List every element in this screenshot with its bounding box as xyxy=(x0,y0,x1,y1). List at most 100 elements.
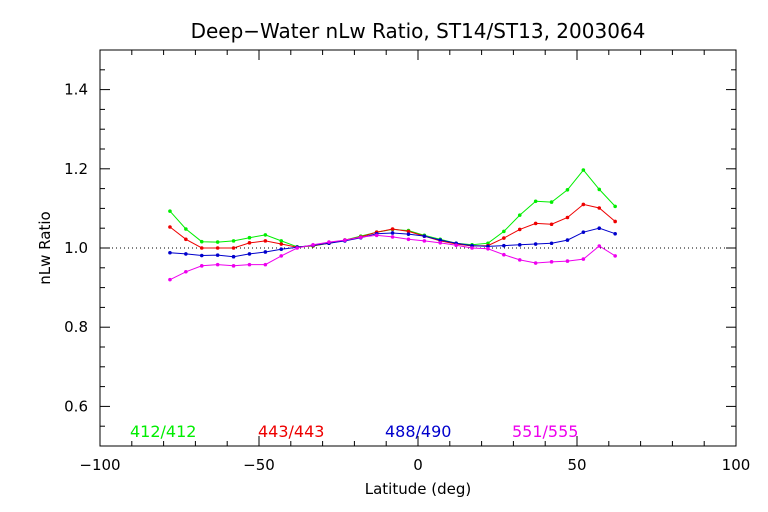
data-point xyxy=(517,243,522,247)
data-point xyxy=(502,229,506,234)
data-point xyxy=(613,219,617,224)
data-point xyxy=(597,206,602,210)
y-tick-label: 1.2 xyxy=(64,160,88,178)
data-point xyxy=(549,260,554,264)
data-point xyxy=(406,229,411,234)
series-line-443-443 xyxy=(169,203,616,249)
data-point xyxy=(263,239,268,243)
legend-entry: 488/490 xyxy=(385,422,451,441)
data-point xyxy=(533,261,538,265)
data-point xyxy=(565,187,570,192)
data-point xyxy=(597,244,602,248)
data-point xyxy=(327,240,331,244)
data-point xyxy=(502,252,506,257)
chart-title: Deep−Water nLw Ratio, ST14/ST13, 2003064 xyxy=(191,19,646,43)
data-point xyxy=(390,227,395,231)
data-point xyxy=(199,264,204,268)
data-point xyxy=(199,246,204,250)
data-point xyxy=(486,246,490,251)
data-point xyxy=(295,246,299,250)
data-point xyxy=(438,238,443,242)
data-point xyxy=(517,213,522,217)
data-point xyxy=(247,241,252,245)
data-point xyxy=(184,252,188,256)
data-point xyxy=(231,246,236,250)
data-point xyxy=(279,242,284,246)
data-point xyxy=(581,230,586,234)
data-point xyxy=(247,235,252,240)
data-point xyxy=(390,231,395,235)
x-tick-label: −100 xyxy=(79,456,120,474)
data-point xyxy=(215,246,220,250)
data-point xyxy=(199,239,204,244)
data-point xyxy=(343,238,347,242)
y-tick-label: 0.8 xyxy=(64,318,88,336)
data-point xyxy=(422,239,427,243)
series-layer xyxy=(168,168,617,282)
data-point xyxy=(215,262,220,267)
data-point xyxy=(517,227,522,232)
x-axis-label: Latitude (deg) xyxy=(365,480,471,498)
legend: 412/412 443/443 488/490 551/555 xyxy=(130,422,578,441)
data-point xyxy=(565,215,570,220)
data-point xyxy=(422,234,427,238)
data-point xyxy=(279,239,284,243)
data-point xyxy=(231,239,236,243)
data-point xyxy=(374,233,379,238)
y-tick-label: 1.4 xyxy=(64,81,88,99)
data-point xyxy=(533,221,538,226)
y-axis-ticks: 0.6 0.8 1.0 1.2 1.4 xyxy=(64,49,736,447)
data-point xyxy=(231,264,236,268)
data-point xyxy=(168,225,172,229)
x-tick-label: −50 xyxy=(243,456,275,474)
data-point xyxy=(581,168,586,172)
data-point xyxy=(406,237,411,242)
data-point xyxy=(581,257,586,261)
data-point xyxy=(263,250,268,254)
data-point xyxy=(438,241,443,245)
data-point xyxy=(263,262,268,267)
data-point xyxy=(263,233,268,237)
y-tick-label: 0.6 xyxy=(64,397,88,415)
y-tick-label: 1.0 xyxy=(64,239,88,257)
legend-entry: 412/412 xyxy=(130,422,196,441)
legend-entry: 551/555 xyxy=(512,422,578,441)
data-point xyxy=(565,238,570,242)
data-point xyxy=(168,277,172,282)
data-point xyxy=(184,269,188,274)
data-point xyxy=(184,237,188,242)
data-point xyxy=(231,254,236,259)
data-point xyxy=(549,200,554,204)
data-point xyxy=(597,187,602,192)
data-point xyxy=(279,254,284,258)
data-point xyxy=(168,209,172,213)
data-point xyxy=(215,240,220,244)
data-point xyxy=(247,262,252,267)
y-axis-label: nLw Ratio xyxy=(36,211,54,284)
data-point xyxy=(184,227,188,231)
legend-entry: 443/443 xyxy=(258,422,324,441)
data-point xyxy=(279,247,284,251)
data-point xyxy=(613,204,617,209)
series-line-551-555 xyxy=(169,234,616,281)
data-point xyxy=(311,243,315,247)
data-point xyxy=(406,232,411,236)
data-point xyxy=(517,258,522,262)
data-point xyxy=(502,236,506,240)
data-point xyxy=(358,235,363,240)
data-point xyxy=(502,243,506,248)
data-point xyxy=(565,259,570,263)
data-point xyxy=(454,243,458,248)
data-point xyxy=(581,202,586,207)
data-point xyxy=(613,231,617,236)
data-point xyxy=(247,252,252,256)
data-point xyxy=(597,226,602,230)
x-axis-ticks: −100 −50 0 50 100 xyxy=(79,50,750,474)
x-tick-label: 50 xyxy=(567,456,586,474)
data-point xyxy=(549,241,554,246)
data-point xyxy=(215,253,220,257)
data-point xyxy=(613,254,617,258)
x-tick-label: 100 xyxy=(722,456,751,474)
x-tick-label: 0 xyxy=(413,456,423,474)
